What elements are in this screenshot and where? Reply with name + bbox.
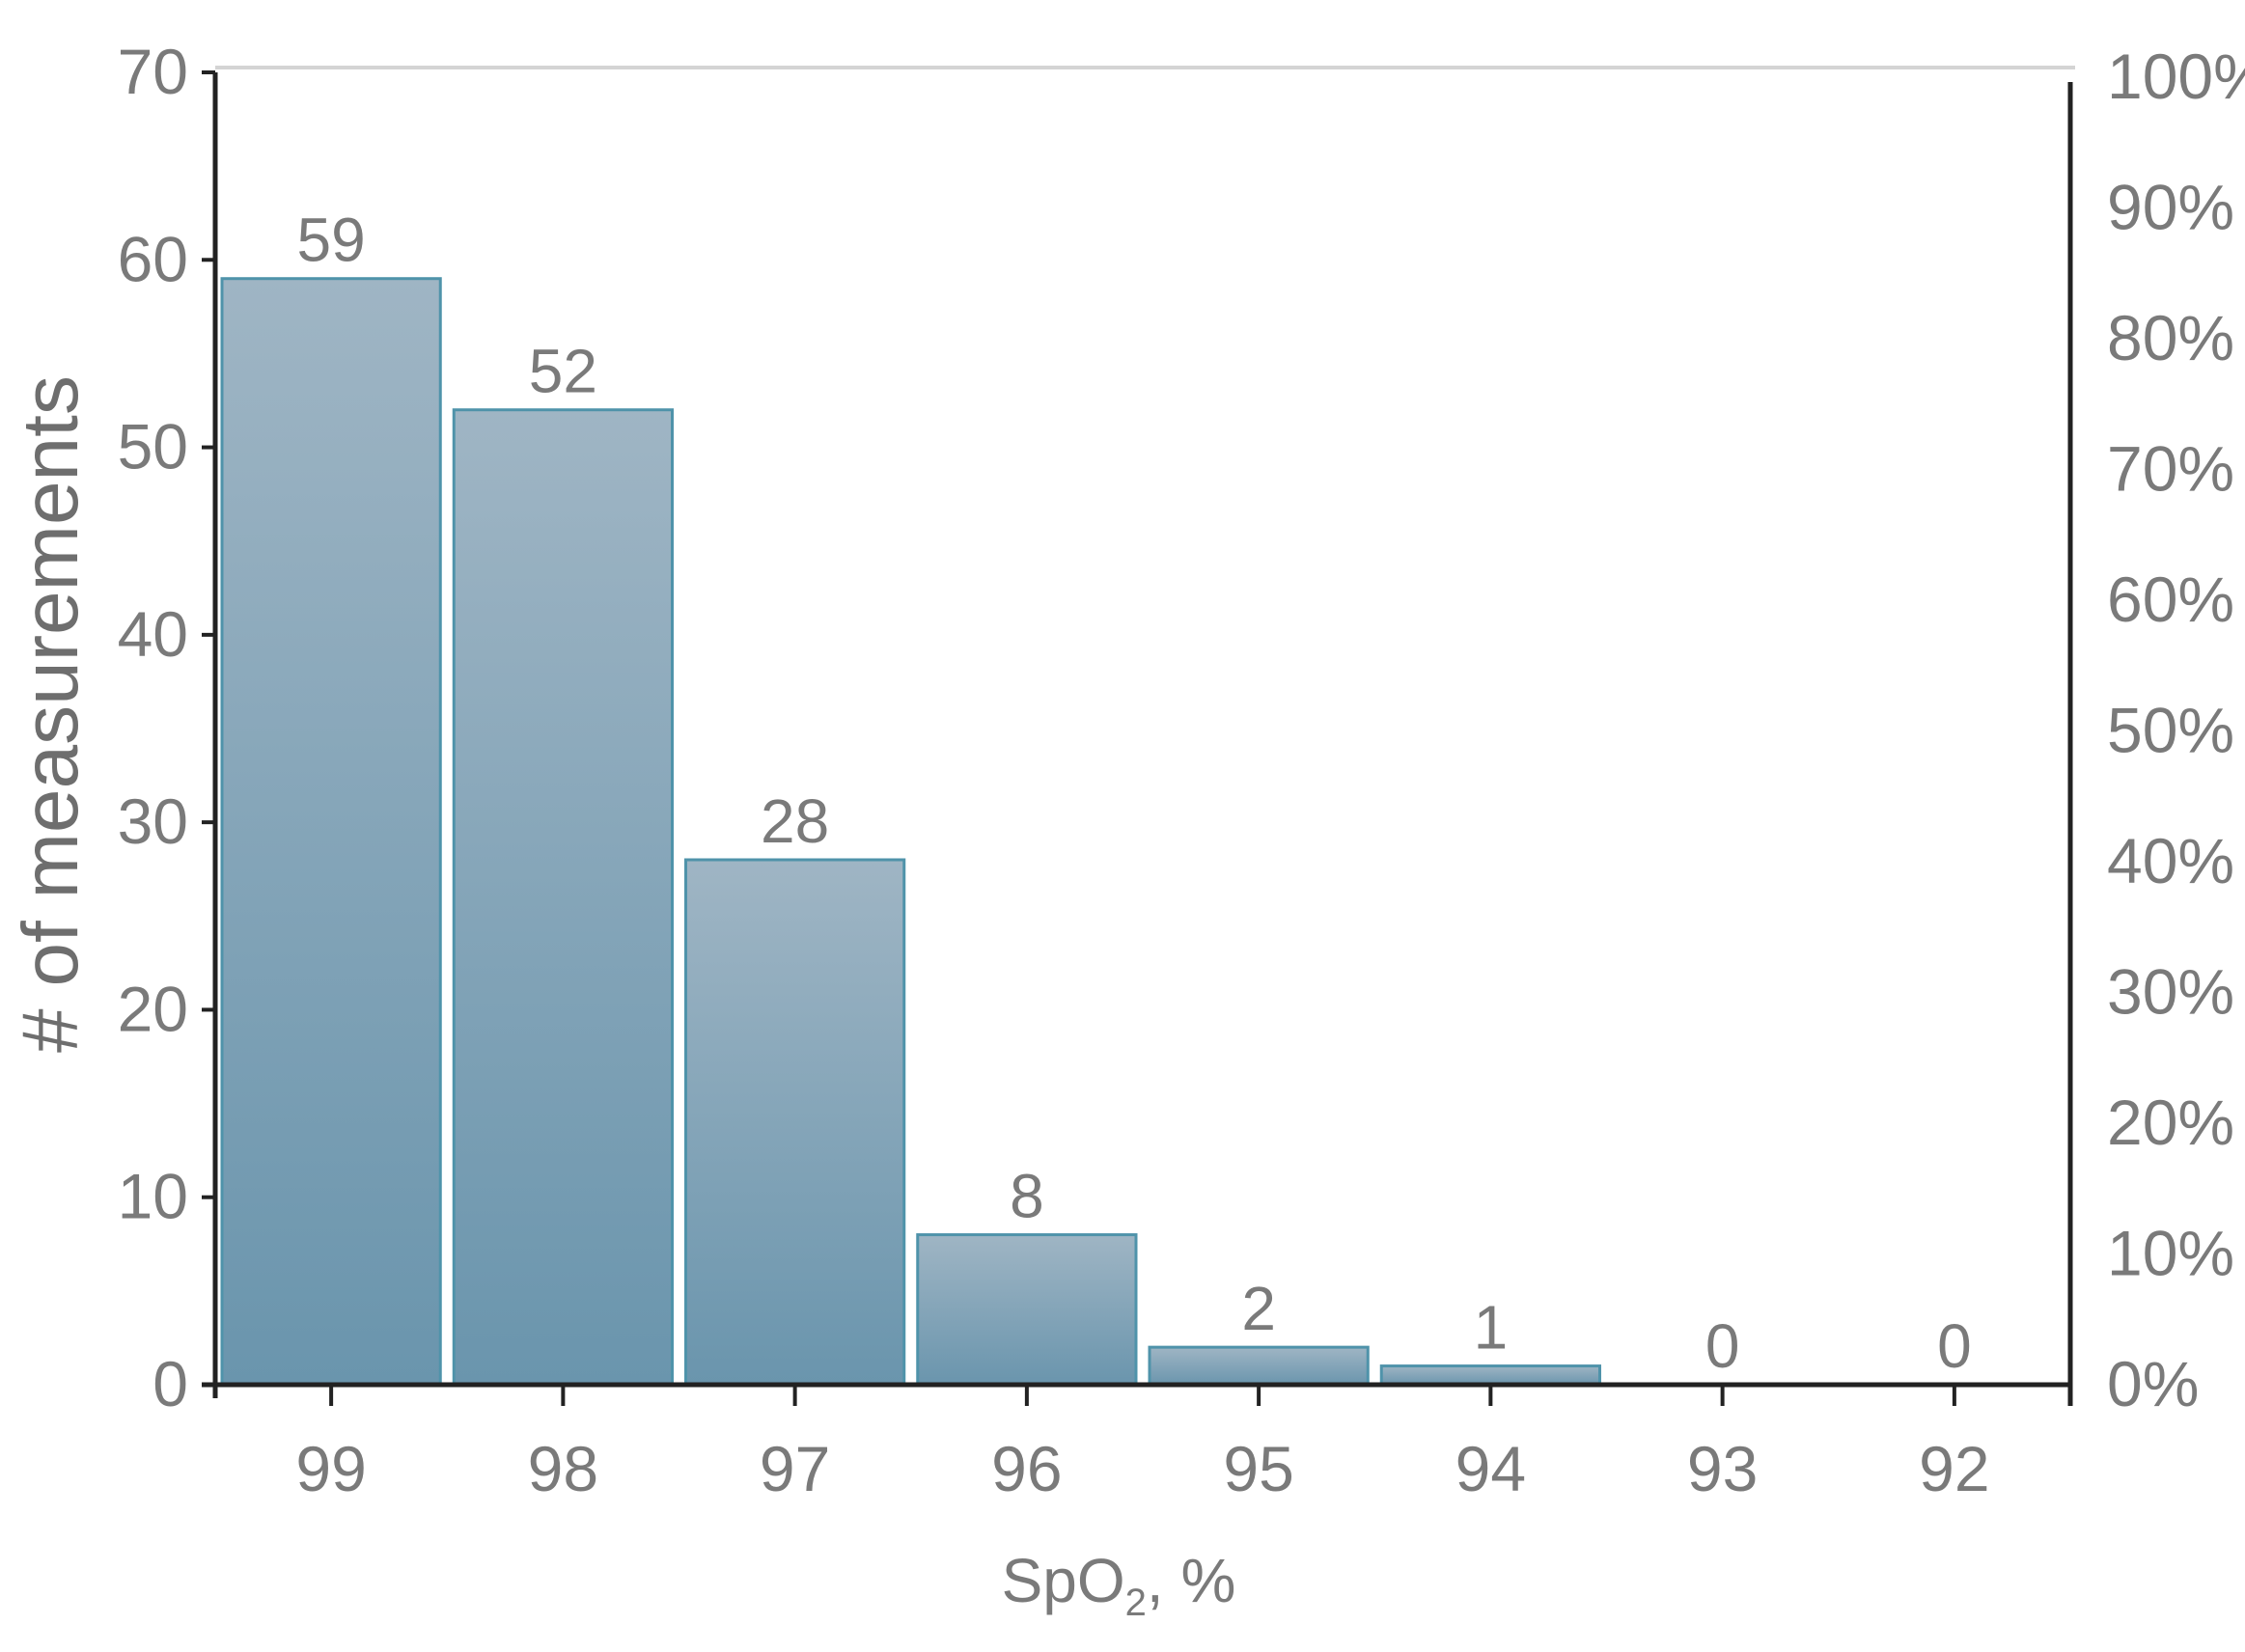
x-tick-label-96: 96 bbox=[991, 1433, 1062, 1504]
y-axis-title: # of measurements bbox=[7, 375, 95, 1053]
y-tick-label-0: 0 bbox=[152, 1348, 188, 1419]
x-tick-label-95: 95 bbox=[1223, 1433, 1293, 1504]
y-tick-label-40: 40 bbox=[118, 598, 188, 670]
y2-tick-label-10: 100% bbox=[2107, 41, 2245, 112]
y-tick-label-30: 30 bbox=[118, 785, 188, 857]
x-tick-label-93: 93 bbox=[1687, 1433, 1758, 1504]
data-label-97: 28 bbox=[761, 786, 829, 856]
y-tick-label-60: 60 bbox=[118, 223, 188, 294]
y2-tick-label-5: 50% bbox=[2107, 695, 2234, 766]
y2-tick-label-1: 10% bbox=[2107, 1218, 2234, 1289]
y2-tick-label-6: 60% bbox=[2107, 564, 2234, 635]
y2-tick-label-3: 30% bbox=[2107, 956, 2234, 1028]
data-label-98: 52 bbox=[529, 337, 597, 406]
y-tick-label-10: 10 bbox=[118, 1161, 188, 1232]
data-label-92: 0 bbox=[1937, 1311, 1972, 1381]
data-label-95: 2 bbox=[1241, 1274, 1276, 1343]
bar-99 bbox=[220, 277, 442, 1387]
y-tick-label-70: 70 bbox=[118, 36, 188, 107]
bar-97 bbox=[684, 858, 906, 1387]
x-axis-title: SpO2, % bbox=[1002, 1546, 1236, 1624]
x-tick-label-92: 92 bbox=[1919, 1433, 1989, 1504]
y2-tick-label-9: 90% bbox=[2107, 172, 2234, 243]
data-label-93: 0 bbox=[1705, 1311, 1740, 1381]
data-label-94: 1 bbox=[1474, 1293, 1509, 1363]
y-tick-label-20: 20 bbox=[118, 973, 188, 1044]
y-tick-label-50: 50 bbox=[118, 411, 188, 482]
y2-tick-label-0: 0% bbox=[2107, 1348, 2199, 1419]
bar-98 bbox=[452, 408, 674, 1387]
y2-tick-label-8: 80% bbox=[2107, 302, 2234, 373]
x-tick-label-98: 98 bbox=[528, 1433, 598, 1504]
y2-tick-label-2: 20% bbox=[2107, 1087, 2234, 1158]
bar-95 bbox=[1148, 1345, 1370, 1387]
data-label-96: 8 bbox=[1010, 1162, 1044, 1231]
bar-96 bbox=[916, 1233, 1138, 1387]
y2-tick-label-7: 70% bbox=[2107, 433, 2234, 505]
y2-tick-label-4: 40% bbox=[2107, 825, 2234, 896]
x-tick-label-97: 97 bbox=[760, 1433, 830, 1504]
x-tick-label-94: 94 bbox=[1455, 1433, 1526, 1504]
x-tick-label-99: 99 bbox=[295, 1433, 366, 1504]
bar-94 bbox=[1379, 1364, 1601, 1387]
data-label-99: 59 bbox=[297, 206, 366, 275]
